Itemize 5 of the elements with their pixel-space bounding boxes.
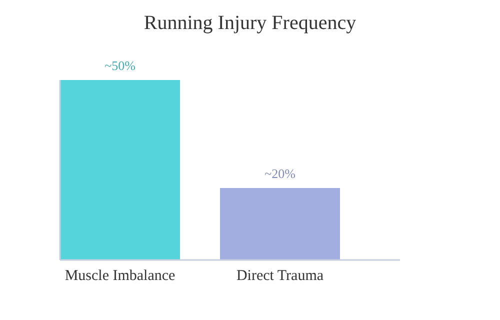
data-label: ~50% (104, 58, 136, 73)
x-tick-label: Direct Trauma (236, 268, 324, 284)
data-label: ~20% (264, 166, 296, 181)
x-tick-label: Muscle Imbalance (64, 268, 176, 284)
chart-title: Running Injury Frequency (144, 12, 356, 34)
